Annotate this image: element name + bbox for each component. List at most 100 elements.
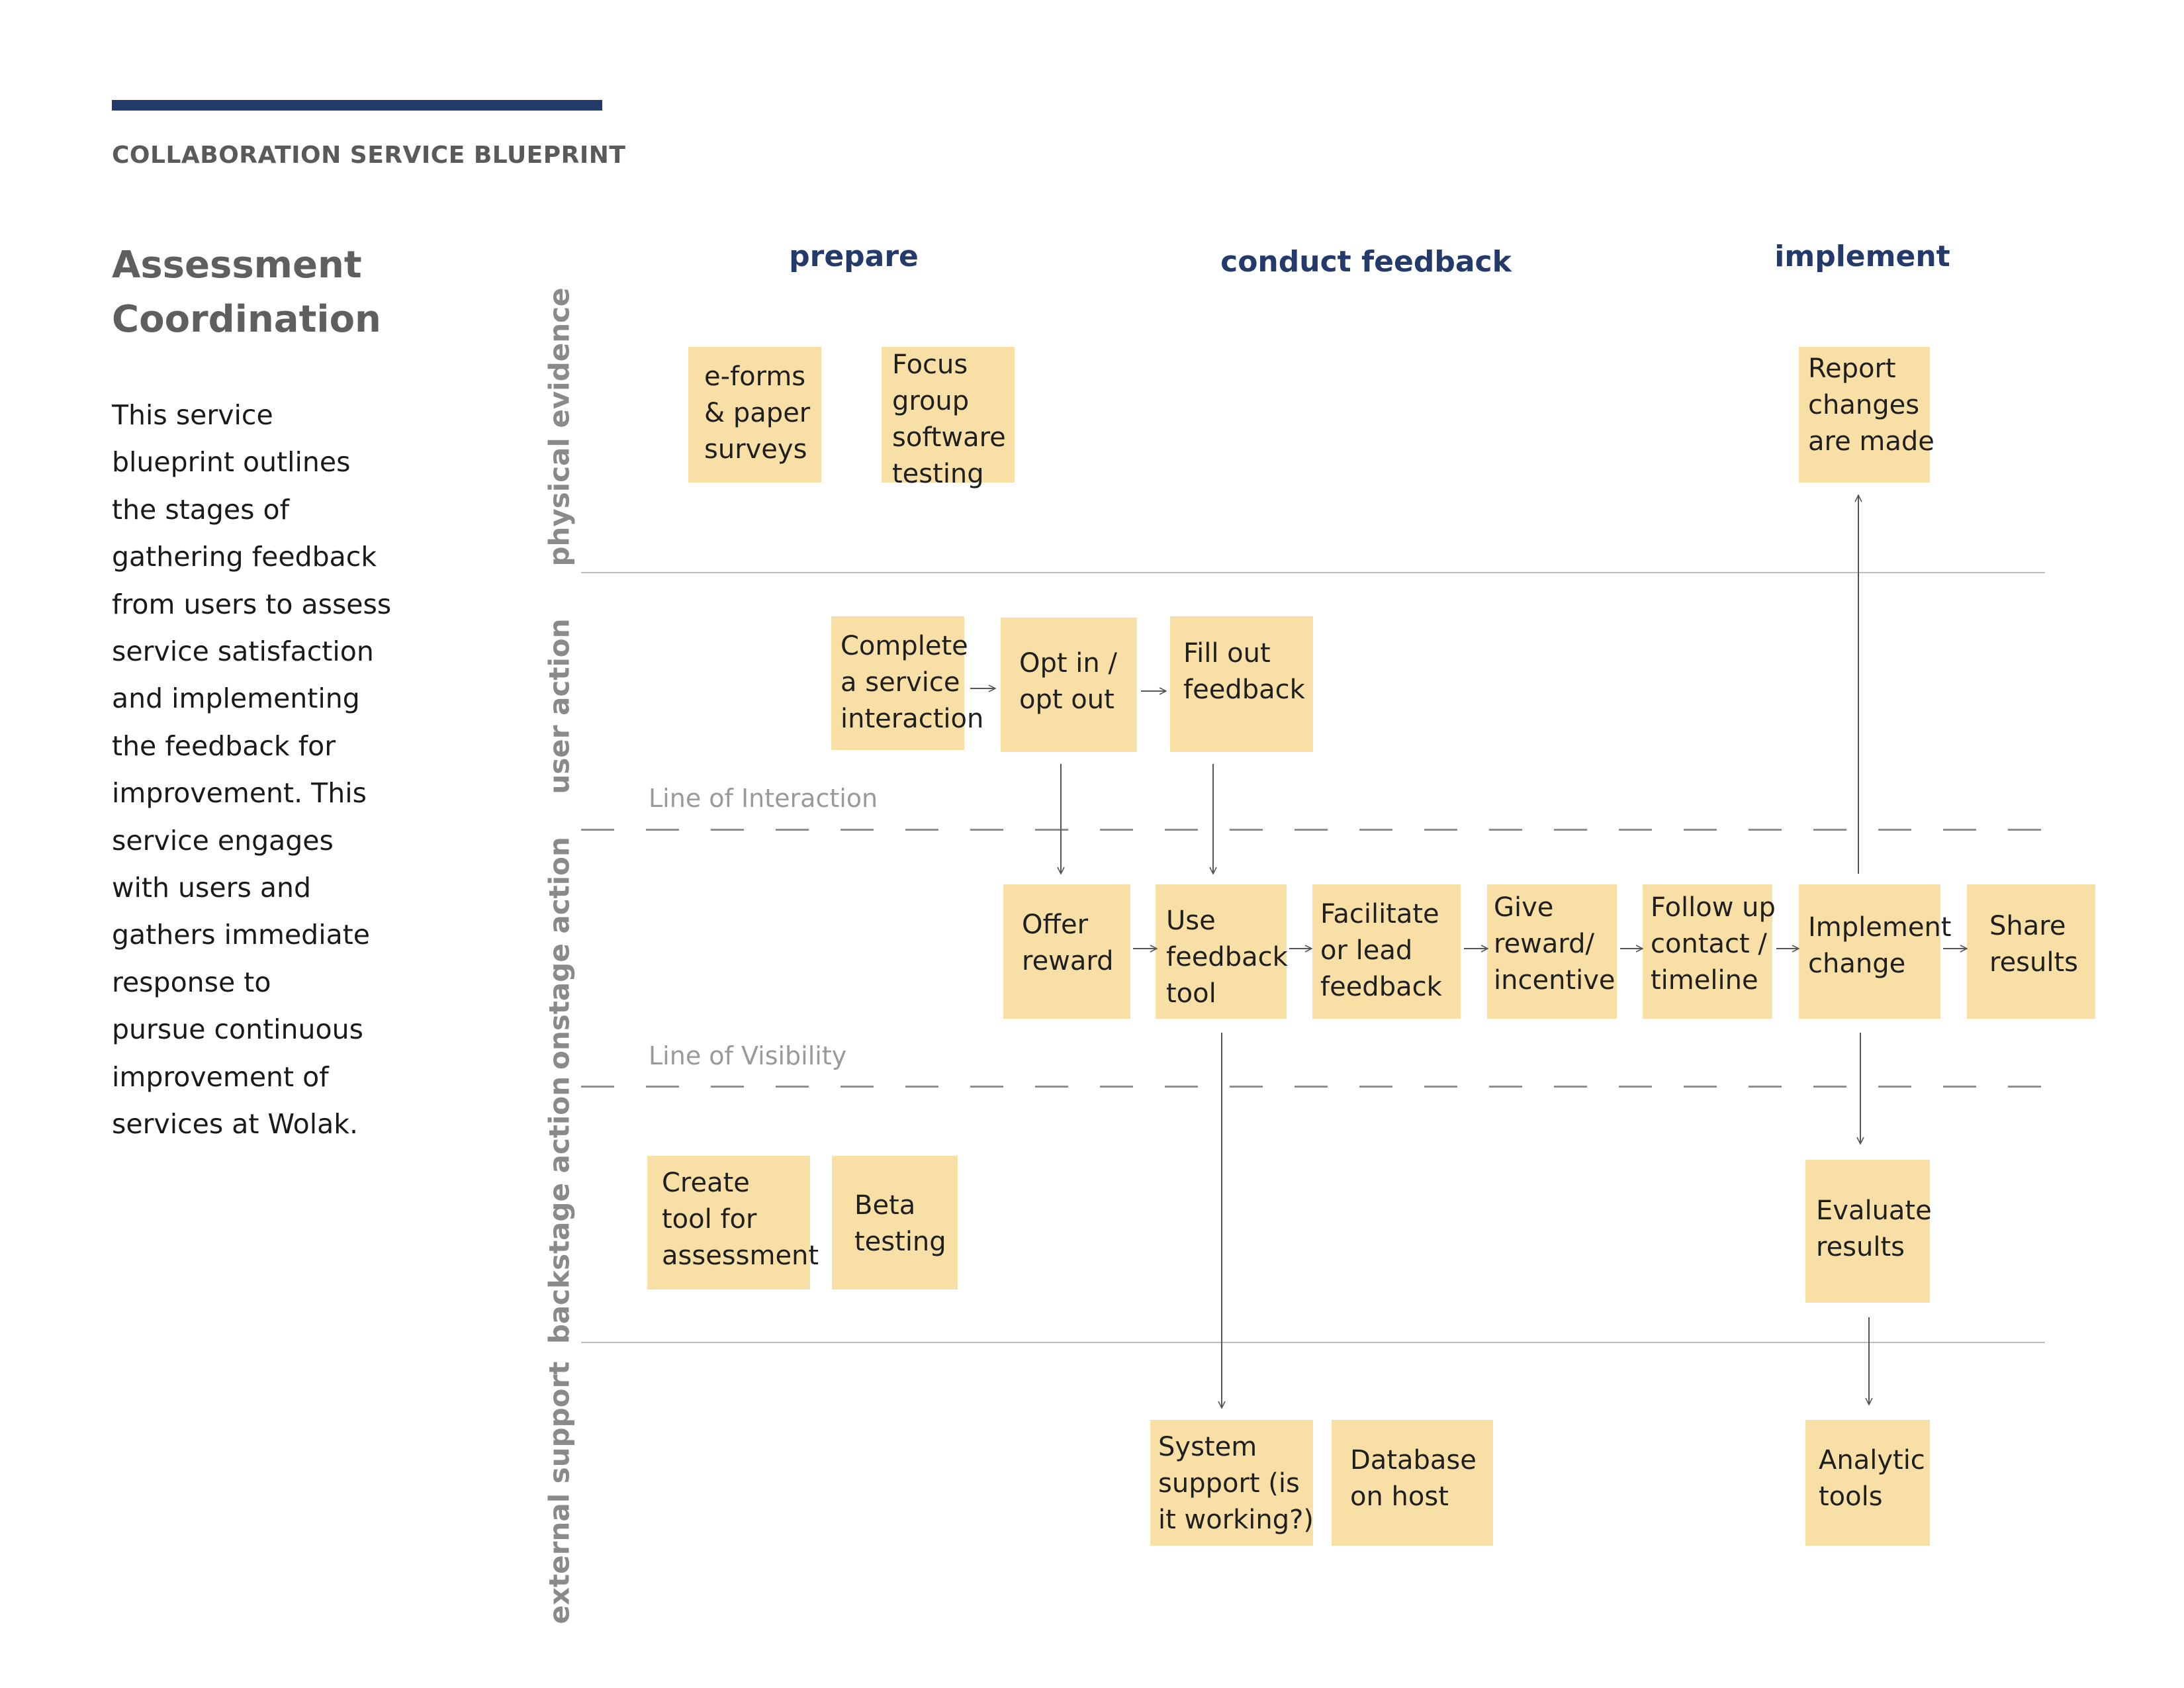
line-of-interaction (581, 829, 2045, 831)
note-create-assessment-tool: Create tool for assessment (647, 1156, 819, 1289)
description-line: service engages (112, 824, 334, 857)
note-line: a service (841, 667, 960, 698)
header-kicker: COLLABORATION SERVICE BLUEPRINT (112, 142, 626, 169)
lane-divider (581, 1342, 2045, 1343)
note-use-feedback-tool: Use feedback tool (1156, 884, 1288, 1019)
note-line: results (1816, 1232, 1905, 1262)
description-line: with users and (112, 872, 311, 904)
note-line: tools (1819, 1481, 1883, 1512)
page-title: Assessment Coordination (112, 238, 443, 347)
description-line: from users to assess (112, 588, 392, 620)
description-line: response to (112, 966, 271, 998)
description-line: and implementing (112, 682, 360, 715)
note-opt-in-opt-out: Opt in / opt out (1001, 618, 1137, 752)
note-line: results (1989, 947, 2079, 978)
note-line: e-forms (704, 361, 806, 392)
note-line: Evaluate (1816, 1196, 1932, 1226)
note-database-on-host: Database on host (1332, 1420, 1493, 1546)
note-beta-testing: Beta testing (832, 1156, 958, 1289)
note-line: on host (1350, 1481, 1449, 1512)
note-focus-group-testing: Focus group software testing (882, 347, 1015, 489)
description-line: pursue continuous (112, 1013, 363, 1046)
page-title-line2: Coordination (112, 298, 381, 341)
note-line: contact / (1651, 929, 1767, 959)
note-follow-up-contact: Follow up contact / timeline (1643, 884, 1776, 1019)
note-line: incentive (1494, 965, 1615, 996)
note-eforms-surveys: e-forms & paper surveys (688, 347, 821, 483)
note-line: Create (662, 1168, 750, 1198)
note-line: timeline (1651, 965, 1758, 996)
description-line: services at Wolak. (112, 1108, 359, 1141)
note-line: testing (854, 1227, 946, 1257)
lane-divider (581, 572, 2045, 573)
note-line: or lead (1320, 935, 1413, 966)
note-line: Follow up (1651, 892, 1776, 923)
phase-conduct-feedback: conduct feedback (1220, 245, 1512, 279)
description-line: This service (112, 399, 273, 431)
note-line: interaction (841, 704, 984, 734)
description-line: the stages of (112, 493, 290, 526)
note-give-reward-incentive: Give reward/ incentive (1487, 884, 1617, 1019)
note-share-results: Share results (1967, 884, 2095, 1019)
note-line: feedback (1166, 942, 1288, 972)
note-report-changes: Report changes are made (1799, 347, 1934, 483)
note-line: Analytic (1819, 1445, 1925, 1476)
note-analytic-tools: Analytic tools (1805, 1420, 1930, 1546)
note-line: Opt in / (1019, 648, 1117, 679)
note-line: feedback (1320, 972, 1442, 1002)
note-line: tool (1166, 978, 1216, 1009)
note-line: Focus (892, 350, 968, 380)
note-line: reward (1022, 946, 1114, 976)
line-of-interaction-label: Line of Interaction (649, 784, 878, 813)
note-line: Give (1494, 892, 1554, 923)
note-implement-change: Implement change (1799, 884, 1951, 1019)
note-fill-out-feedback: Fill out feedback (1170, 616, 1313, 752)
description-line: service satisfaction (112, 635, 374, 668)
description-line: blueprint outlines (112, 446, 351, 479)
note-offer-reward: Offer reward (1003, 884, 1130, 1019)
note-line: reward/ (1494, 929, 1595, 959)
phase-prepare: prepare (789, 240, 919, 273)
note-line: Facilitate (1320, 899, 1439, 929)
note-line: testing (892, 459, 984, 489)
line-of-visibility (581, 1086, 2045, 1088)
note-line: Fill out (1183, 638, 1271, 669)
note-line: & paper (704, 398, 811, 428)
page-title-line1: Assessment (112, 244, 362, 287)
note-complete-service-interaction: Complete a service interaction (831, 616, 983, 750)
note-line: Implement (1808, 912, 1952, 943)
note-line: software (892, 422, 1006, 453)
note-system-support: System support (is it working?) (1150, 1420, 1314, 1546)
note-line: Report (1808, 353, 1896, 384)
note-line: Share (1989, 911, 2066, 941)
header-accent-bar (112, 100, 602, 111)
note-line: are made (1808, 426, 1934, 457)
note-line: surveys (704, 434, 807, 465)
note-line: Complete (841, 631, 968, 661)
phase-implement: implement (1774, 240, 1950, 273)
note-line: changes (1808, 390, 1920, 420)
note-line: opt out (1019, 684, 1115, 715)
note-line: Use (1166, 906, 1216, 936)
description: This service blueprint outlines the stag… (112, 392, 403, 1149)
note-line: Beta (854, 1190, 916, 1221)
note-line: group (892, 386, 970, 416)
note-line: System (1158, 1432, 1257, 1462)
note-evaluate-results: Evaluate results (1805, 1160, 1932, 1303)
description-line: gathers immediate (112, 919, 371, 951)
note-line: it working?) (1158, 1505, 1314, 1535)
description-line: the feedback for (112, 729, 336, 762)
description-line: gathering feedback (112, 541, 377, 573)
note-line: Offer (1022, 910, 1089, 940)
description-line: improvement. This (112, 777, 367, 810)
note-line: support (is (1158, 1468, 1300, 1499)
note-facilitate-feedback: Facilitate or lead feedback (1312, 884, 1461, 1019)
description-line: improvement of (112, 1060, 329, 1093)
note-line: feedback (1183, 675, 1305, 705)
note-line: assessment (662, 1241, 819, 1271)
line-of-visibility-label: Line of Visibility (649, 1041, 847, 1070)
note-line: tool for (662, 1204, 757, 1235)
note-line: change (1808, 949, 1906, 979)
note-line: Database (1350, 1445, 1477, 1476)
